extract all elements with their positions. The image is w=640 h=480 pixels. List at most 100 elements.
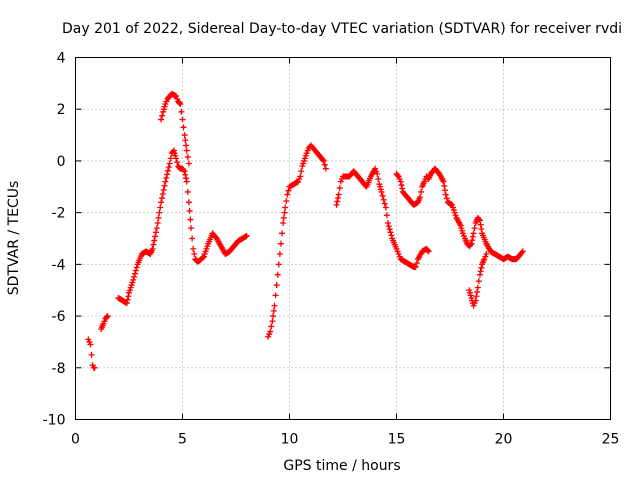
data-point — [159, 191, 166, 198]
data-point — [165, 164, 172, 171]
data-point — [425, 248, 432, 255]
series-segment-3 — [115, 147, 250, 307]
x-tick-label: 15 — [388, 432, 406, 448]
data-point — [473, 293, 480, 300]
data-point — [322, 165, 329, 172]
data-point — [476, 217, 483, 224]
y-tick-label: 0 — [57, 154, 66, 170]
data-point — [320, 157, 327, 164]
data-point — [478, 264, 485, 271]
data-point — [200, 254, 207, 261]
x-tick-labels: 0 5 10 15 20 25 — [71, 432, 619, 448]
data-point — [412, 263, 419, 270]
y-tick-label: -4 — [52, 257, 66, 273]
data-point — [124, 296, 131, 303]
data-point — [157, 204, 164, 211]
data-point — [270, 307, 277, 314]
data-point — [442, 187, 449, 194]
data-point — [335, 194, 342, 201]
data-point — [190, 245, 197, 252]
y-tick-label: -10 — [43, 413, 66, 429]
x-tick-label: 20 — [495, 432, 513, 448]
data-point — [478, 226, 485, 233]
series-segment-1 — [85, 336, 98, 371]
data-point — [283, 198, 290, 205]
data-point — [280, 214, 287, 221]
data-point — [374, 170, 381, 177]
data-point — [476, 271, 483, 278]
y-tick-label: 2 — [57, 102, 66, 118]
data-point — [187, 216, 194, 223]
x-tick-label: 0 — [71, 432, 80, 448]
data-point — [243, 232, 250, 239]
data-point — [103, 313, 110, 320]
data-points — [85, 90, 526, 371]
data-point — [378, 188, 385, 195]
data-point — [397, 178, 404, 185]
data-point — [164, 167, 171, 174]
x-tick-label: 10 — [281, 432, 299, 448]
data-point — [399, 185, 406, 192]
y-tick-label: -2 — [52, 206, 66, 222]
data-point — [518, 249, 525, 256]
data-point — [158, 199, 165, 206]
data-point — [276, 251, 283, 258]
data-point — [275, 261, 282, 268]
data-point — [477, 221, 484, 228]
data-point — [388, 232, 395, 239]
data-point — [384, 219, 391, 226]
data-point — [273, 282, 280, 289]
data-point — [271, 302, 278, 309]
data-point — [158, 195, 165, 202]
data-point — [162, 178, 169, 185]
data-point — [381, 200, 388, 207]
data-point — [131, 273, 138, 280]
series-segment-6 — [333, 165, 432, 270]
data-point — [185, 199, 192, 206]
data-point — [285, 187, 292, 194]
data-point — [298, 168, 305, 175]
data-point — [474, 284, 481, 291]
y-tick-label: -8 — [52, 361, 66, 377]
data-point — [191, 251, 198, 258]
data-point — [186, 207, 193, 214]
data-point — [418, 188, 425, 195]
x-tick-label: 25 — [602, 432, 620, 448]
data-point — [270, 313, 277, 320]
data-point — [471, 225, 478, 232]
data-point — [474, 288, 481, 295]
data-point — [269, 318, 276, 325]
data-point — [281, 209, 288, 216]
data-point — [382, 204, 389, 211]
data-point — [155, 214, 162, 221]
data-point — [160, 186, 167, 193]
data-point — [467, 241, 474, 248]
data-point — [152, 229, 159, 236]
data-point — [470, 230, 477, 237]
data-point — [183, 147, 190, 154]
data-point — [417, 194, 424, 201]
data-point — [282, 204, 289, 211]
data-point — [161, 182, 168, 189]
data-point — [182, 171, 189, 178]
data-point — [472, 297, 479, 304]
data-point — [336, 185, 343, 192]
data-point — [163, 174, 170, 181]
data-point — [184, 154, 191, 161]
data-point — [272, 292, 279, 299]
data-point — [280, 219, 287, 226]
data-point — [164, 171, 171, 178]
series-segment-8 — [466, 251, 490, 309]
series-segment-5 — [265, 142, 329, 340]
plot-frame — [75, 57, 611, 420]
data-point — [274, 271, 281, 278]
data-point — [284, 191, 291, 198]
data-point — [468, 240, 475, 247]
data-point — [180, 124, 187, 131]
data-point — [159, 112, 166, 119]
data-point — [131, 270, 138, 277]
data-point — [176, 100, 183, 107]
data-point — [279, 230, 286, 237]
data-point — [475, 216, 482, 223]
